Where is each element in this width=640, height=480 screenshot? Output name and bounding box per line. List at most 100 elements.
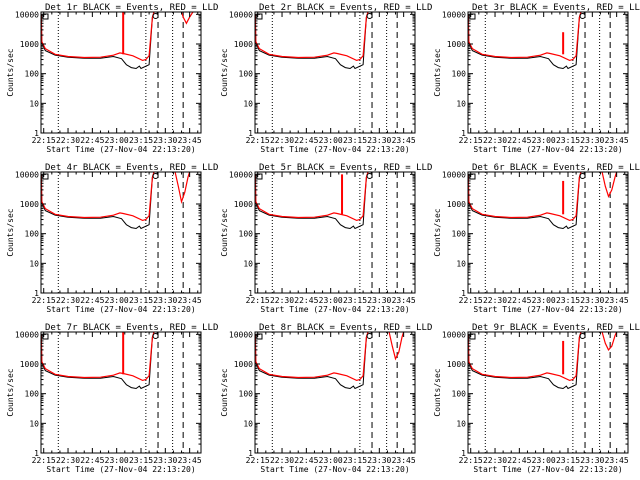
x-tick-label: 23:45 [605, 456, 629, 465]
x-tick-label: 22:30 [270, 136, 294, 145]
edge-marker [366, 173, 373, 179]
series-line-lld [255, 172, 369, 222]
edge-marker [579, 13, 586, 19]
y-tick-label: 1000 [20, 360, 39, 369]
y-tick-label: 10 [243, 419, 253, 428]
x-tick-label: 23:00 [319, 296, 343, 305]
y-tick-label: 100 [452, 70, 467, 79]
y-tick-label: 10 [29, 99, 39, 108]
edge-marker [579, 333, 586, 339]
plot-frame [254, 331, 416, 454]
y-tick-label: 10 [243, 99, 253, 108]
y-tick-label: 100 [452, 390, 467, 399]
x-tick-label: 23:30 [367, 296, 391, 305]
x-tick-label: 22:45 [294, 296, 318, 305]
y-tick-label: 100 [239, 230, 254, 239]
y-tick-label: 10000 [442, 330, 466, 339]
x-tick-label: 23:00 [105, 296, 129, 305]
x-tick-label: 23:15 [556, 136, 580, 145]
x-tick-label: 22:30 [270, 456, 294, 465]
y-axis-label: Counts/sec [433, 48, 442, 96]
x-axis-label: Start Time (27-Nov-04 22:13:20) [46, 465, 195, 474]
y-tick-label: 1 [34, 289, 39, 298]
series-line-events [41, 12, 155, 70]
chart-title: Det 7r BLACK = Events, RED = LLD [45, 323, 218, 333]
x-tick-label: 22:15 [32, 136, 56, 145]
chart-title: Det 1r BLACK = Events, RED = LLD [45, 3, 218, 13]
x-tick-label: 22:45 [80, 456, 104, 465]
x-tick-label: 22:30 [56, 296, 80, 305]
series-line-events [41, 172, 155, 230]
x-tick-label: 22:15 [246, 456, 270, 465]
x-tick-label: 23:45 [392, 296, 416, 305]
plot-frame [40, 331, 202, 454]
y-tick-label: 10000 [229, 170, 253, 179]
x-tick-label: 22:15 [246, 136, 270, 145]
series-line-events [468, 12, 582, 70]
x-tick-label: 23:00 [532, 136, 556, 145]
x-tick-label: 22:30 [483, 296, 507, 305]
series-line-lld [41, 332, 155, 382]
x-tick-label: 23:30 [580, 136, 604, 145]
x-tick-label: 23:30 [367, 136, 391, 145]
series-line-lld [255, 12, 369, 62]
x-tick-label: 22:15 [246, 296, 270, 305]
x-tick-label: 23:30 [153, 136, 177, 145]
x-tick-label: 22:45 [294, 456, 318, 465]
x-tick-label: 23:00 [105, 136, 129, 145]
x-tick-label: 22:30 [270, 296, 294, 305]
chart-panel-3: Det 3r BLACK = Events, RED = LLD 1 10 100 10… [433, 3, 640, 154]
plot-data-layer [255, 332, 405, 453]
y-tick-label: 1 [34, 129, 39, 138]
y-tick-label: 1 [461, 129, 466, 138]
chart-panel-8: Det 8r BLACK = Events, RED = LLD 1 10 100 10… [220, 323, 432, 474]
x-tick-label: 23:30 [580, 296, 604, 305]
edge-marker [152, 13, 159, 19]
x-tick-label: 23:15 [129, 296, 153, 305]
x-tick-label: 23:45 [178, 296, 202, 305]
x-tick-label: 23:30 [367, 456, 391, 465]
y-tick-label: 10000 [15, 330, 39, 339]
chart-title: Det 9r BLACK = Events, RED = LLD [472, 323, 640, 333]
y-axis-label: Counts/sec [6, 48, 15, 96]
x-tick-label: 22:30 [483, 136, 507, 145]
y-tick-label: 1 [461, 289, 466, 298]
y-tick-label: 100 [452, 230, 467, 239]
x-tick-label: 23:45 [392, 136, 416, 145]
series-line-events [255, 332, 369, 390]
series-line-lld [41, 12, 155, 62]
x-tick-label: 22:30 [56, 136, 80, 145]
chart-title: Det 3r BLACK = Events, RED = LLD [472, 3, 640, 13]
chart-panel-2: Det 2r BLACK = Events, RED = LLD 1 10 100 10… [220, 3, 432, 154]
plot-frame [254, 11, 416, 134]
edge-marker [366, 13, 373, 19]
y-tick-label: 1000 [20, 200, 39, 209]
y-axis-label: Counts/sec [220, 208, 229, 256]
y-tick-label: 10 [456, 419, 466, 428]
x-tick-label: 23:45 [392, 456, 416, 465]
y-tick-label: 10000 [15, 170, 39, 179]
x-tick-label: 23:00 [532, 456, 556, 465]
y-tick-label: 100 [25, 70, 40, 79]
x-tick-label: 22:15 [32, 456, 56, 465]
x-tick-label: 22:30 [483, 456, 507, 465]
plot-data-layer [255, 172, 398, 293]
plot-frame [40, 171, 202, 294]
x-tick-label: 23:00 [319, 136, 343, 145]
x-tick-label: 22:45 [80, 296, 104, 305]
chart-title: Det 5r BLACK = Events, RED = LLD [259, 163, 432, 173]
x-tick-label: 23:45 [605, 136, 629, 145]
chart-title: Det 6r BLACK = Events, RED = LLD [472, 163, 640, 173]
x-axis-label: Start Time (27-Nov-04 22:13:20) [46, 305, 195, 314]
x-axis-label: Start Time (27-Nov-04 22:13:20) [473, 145, 622, 154]
y-tick-label: 1000 [447, 360, 466, 369]
chart-panel-4: Det 4r BLACK = Events, RED = LLD 1 10 100 10… [6, 163, 218, 314]
plot-frame [254, 171, 416, 294]
x-tick-label: 22:45 [507, 296, 531, 305]
edge-marker [152, 173, 159, 179]
series-line-lld [468, 172, 582, 222]
series-line-events [41, 332, 155, 390]
series-line-events [468, 332, 582, 390]
x-tick-label: 23:45 [605, 296, 629, 305]
y-axis-label: Counts/sec [220, 48, 229, 96]
